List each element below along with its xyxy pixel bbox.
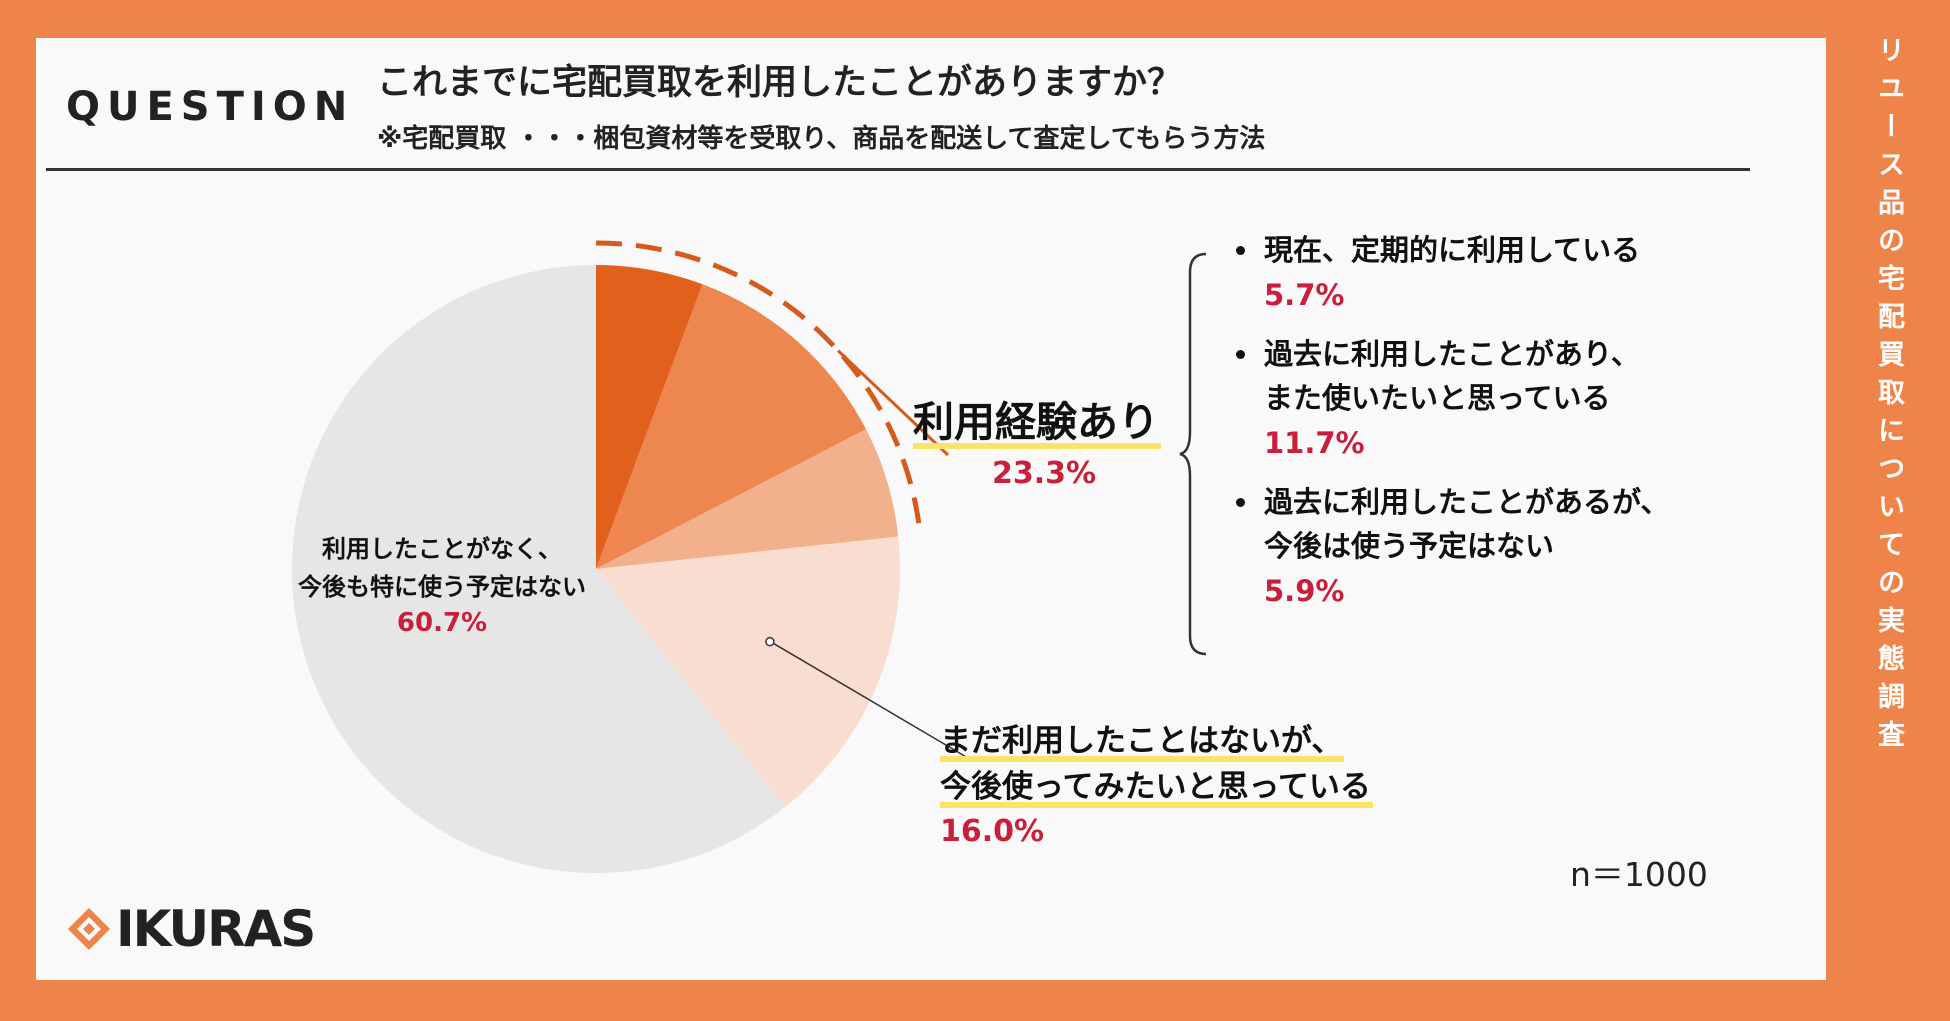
callout-line: 今後使ってみたいと思っている: [940, 769, 1373, 808]
legend-item-value: 5.9%: [1264, 574, 1345, 608]
legend-brace: [1179, 252, 1207, 656]
slice-value-none: 60.7%: [396, 608, 488, 638]
callout-label: まだ利用したことはないが、 今後使ってみたいと思っている 16.0%: [940, 718, 1373, 854]
logo: IKURAS: [66, 900, 316, 958]
side-title: リユース品の宅配買取についての実態調査: [1873, 36, 1904, 758]
legend-item-label: 現在、定期的に利用している: [1264, 233, 1641, 267]
group-dashed-arc: [595, 240, 923, 535]
pie-slice-5: [292, 265, 786, 873]
question-title: これまでに宅配買取を利用したことがありますか？: [377, 63, 1183, 103]
sample-size: n＝1000: [1570, 855, 1708, 894]
leader-line: [773, 643, 969, 759]
legend: 現在、定期的に利用している 5.7% 過去に利用したことがあり、 また使いたいと…: [1228, 228, 1728, 628]
question-note: ※宅配買取 ・・・梱包資材等を受取り、商品を配送して査定してもらう方法: [377, 124, 1266, 154]
group-label: 利用経験あり: [913, 388, 1161, 449]
group-label-text: 利用経験あり: [913, 398, 1161, 449]
bullet-icon: [1236, 498, 1245, 507]
slice-label-none: 利用したことがなく、 今後も特に使う予定はない: [272, 530, 612, 606]
callout-value: 16.0%: [940, 814, 1045, 849]
callout-line: まだ利用したことはないが、: [940, 723, 1345, 762]
slice-label-line: 今後も特に使う予定はない: [298, 573, 586, 601]
pie-slice-2: [596, 284, 866, 569]
bullet-icon: [1236, 350, 1245, 359]
legend-item: 現在、定期的に利用している 5.7%: [1228, 228, 1728, 318]
header-rule: [46, 168, 1750, 171]
legend-item: 過去に利用したことがあるが、 今後は使う予定はない 5.9%: [1228, 480, 1728, 614]
bullet-icon: [1236, 246, 1245, 255]
leader-dot: [765, 636, 775, 647]
legend-item-label: 過去に利用したことがあるが、: [1264, 485, 1670, 519]
pie-slice-1: [596, 265, 703, 569]
logo-icon: [68, 908, 110, 950]
pie-slice-3: [596, 429, 899, 569]
legend-item-label: また使いたいと思っている: [1264, 381, 1611, 415]
legend-item-label: 今後は使う予定はない: [1264, 529, 1555, 563]
legend-item-value: 11.7%: [1264, 426, 1365, 460]
logo-text: IKURAS: [116, 900, 316, 958]
slice-label-line: 利用したことがなく、: [322, 535, 562, 563]
legend-item-value: 5.7%: [1264, 278, 1345, 312]
legend-item-label: 過去に利用したことがあり、: [1264, 337, 1640, 371]
question-label: QUESTION: [66, 84, 355, 130]
legend-item: 過去に利用したことがあり、 また使いたいと思っている 11.7%: [1228, 332, 1728, 466]
group-value-label: 23.3%: [992, 456, 1097, 491]
pie-slice-4: [596, 536, 901, 807]
